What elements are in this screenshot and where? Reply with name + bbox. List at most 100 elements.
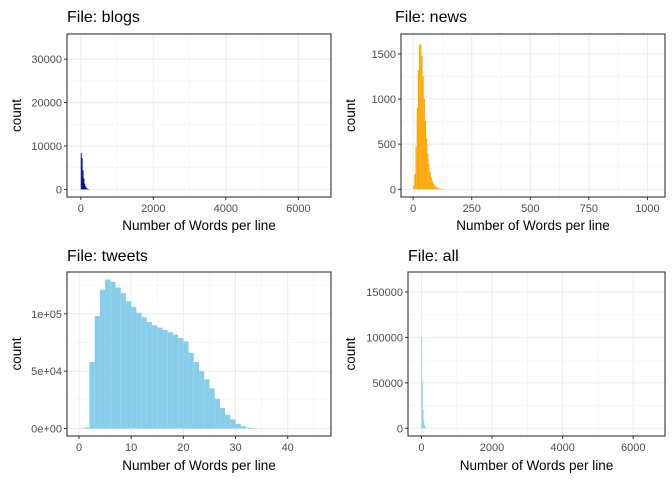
histogram-bar: [428, 164, 430, 190]
x-tick-label: 500: [521, 203, 539, 215]
histogram-bar: [417, 70, 420, 190]
histogram-bar: [424, 426, 426, 429]
histogram-bar: [421, 337, 423, 429]
histogram-bar: [204, 379, 210, 429]
histogram-bar: [136, 312, 142, 429]
x-tick-label: 2000: [480, 442, 504, 454]
histogram-bar: [115, 287, 121, 429]
histogram-bar: [438, 188, 441, 190]
y-axis-label: count: [9, 337, 24, 370]
y-tick-label: 0: [390, 184, 396, 196]
histogram-bar: [245, 427, 252, 429]
x-axis-label: Number of Words per line: [460, 458, 614, 473]
histogram-bar: [421, 55, 423, 190]
y-axis-label: count: [343, 99, 358, 132]
y-tick-label: 1e+05: [31, 309, 62, 321]
x-tick-label: 10: [125, 442, 137, 454]
y-tick-label: 0e+00: [31, 424, 62, 436]
histogram-bar: [419, 44, 421, 190]
x-axis-label: Number of Words per line: [456, 218, 610, 233]
x-tick-label: 4000: [550, 442, 574, 454]
histogram-bar: [424, 120, 427, 190]
histogram-bar: [437, 188, 439, 190]
x-axis-label: Number of Words per line: [122, 218, 276, 233]
histogram-bar: [84, 183, 86, 190]
x-tick-label: 250: [463, 203, 481, 215]
histogram-bar: [125, 301, 132, 429]
histogram-bar: [167, 332, 173, 429]
histogram-bar: [87, 188, 89, 190]
histogram-bar: [424, 425, 425, 429]
histogram-bar: [436, 187, 438, 190]
histogram-bar: [235, 423, 241, 429]
histogram-bar: [429, 172, 431, 190]
y-tick-label: 1500: [372, 49, 396, 61]
x-tick-label: 0: [410, 203, 416, 215]
y-tick-label: 0: [56, 184, 62, 196]
histogram-bar: [94, 316, 100, 429]
histogram-bar: [219, 407, 226, 429]
histogram-bar: [89, 362, 95, 429]
histogram-bar: [86, 187, 88, 190]
histogram-bar: [225, 414, 231, 429]
x-tick-label: 6000: [621, 442, 645, 454]
histogram-bar: [416, 108, 418, 190]
y-tick-label: 100000: [366, 332, 403, 344]
chart-title: File: news: [395, 9, 467, 26]
histogram-bar: [413, 185, 415, 190]
histogram-bar: [105, 279, 111, 429]
histogram-bar: [440, 188, 442, 190]
histogram-bar: [188, 352, 194, 429]
panel-border: [407, 271, 666, 437]
histogram-bar: [162, 329, 168, 429]
histogram-bar: [120, 293, 126, 429]
histogram-bar: [80, 152, 82, 190]
y-axis-label: count: [9, 99, 24, 132]
histogram-bar: [423, 420, 425, 429]
plot-background: [408, 272, 665, 436]
histogram-bar: [435, 186, 437, 190]
panel-border: [66, 271, 332, 437]
plot-background: [67, 34, 331, 197]
x-tick-label: 20: [177, 442, 189, 454]
x-axis-label: Number of Words per line: [122, 458, 276, 473]
histogram-bar: [82, 170, 84, 190]
x-tick-label: 0: [76, 442, 82, 454]
histogram-bar: [141, 317, 147, 429]
histogram-bar: [420, 43, 422, 190]
chart-panel-2: 0 500 1000 1500 0 250 500 750 1000 Number of Word…: [343, 9, 666, 233]
y-tick-label: 150000: [366, 287, 403, 299]
histogram-bar: [430, 177, 432, 190]
y-tick-label: 500: [378, 139, 396, 151]
histogram-bar: [199, 371, 205, 429]
x-tick-label: 2000: [141, 203, 165, 215]
histogram-bar: [172, 334, 179, 429]
histogram-bar: [146, 321, 153, 429]
histogram-bar: [422, 409, 424, 429]
x-tick-label: 6000: [286, 203, 310, 215]
histogram-bar: [422, 76, 424, 190]
y-tick-label: 1000: [372, 94, 396, 106]
histogram-bar: [83, 178, 85, 190]
x-tick-label: 750: [580, 203, 598, 215]
histogram-bar: [85, 186, 87, 190]
histogram-bar: [110, 281, 116, 429]
histogram-bar: [99, 289, 106, 429]
histogram-bar: [214, 398, 220, 429]
histogram-bar: [152, 325, 158, 429]
x-tick-label: 30: [229, 442, 241, 454]
chart-title: File: all: [408, 248, 459, 265]
histogram-bar: [426, 138, 428, 190]
histogram-bar: [131, 306, 137, 429]
chart-title: File: blogs: [67, 9, 140, 26]
plot-background: [401, 34, 665, 197]
x-tick-label: 0: [78, 203, 84, 215]
chart-panel-4: 0 50000 100000 150000 0 2000 4000 6000 Number of…: [343, 248, 666, 473]
y-tick-label: 20000: [31, 98, 62, 110]
histogram-bar: [414, 173, 416, 190]
histogram-bar: [157, 327, 163, 429]
chart-panel-3: 0e+00 5e+04 1e+05 0 10 20 30 40 Number of Words …: [9, 248, 332, 473]
histogram-bar: [425, 427, 427, 429]
histogram-bar: [431, 181, 434, 190]
histogram-bar: [84, 427, 90, 429]
